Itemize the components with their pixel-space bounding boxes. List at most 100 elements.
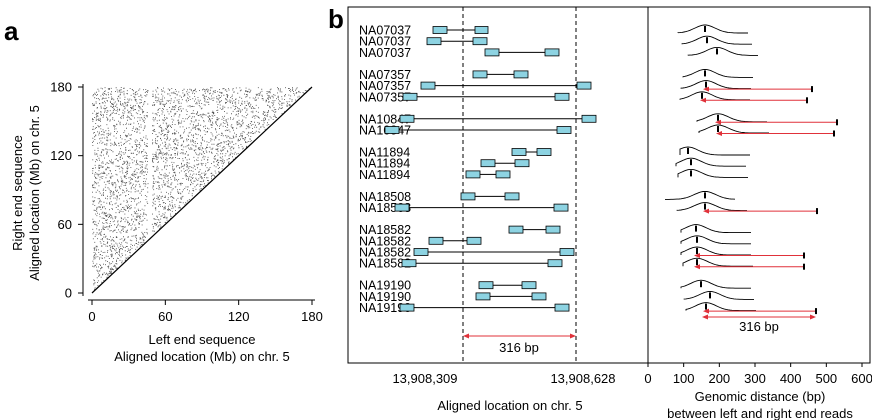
left-read-box [394, 203, 410, 212]
bracket-label-right: 316 bp [739, 319, 779, 334]
sample-row: NA19190 [359, 290, 754, 304]
panel-b-left-xlabel: Aligned location on chr. 5 [437, 398, 582, 413]
sample-label: NA07037 [359, 24, 411, 38]
right-read-box [559, 248, 575, 256]
sample-row: NA19190 [359, 279, 751, 293]
density-curve [680, 80, 751, 90]
sample-row: NA07357 [359, 68, 753, 82]
sample-label: NA19190 [359, 279, 411, 293]
density-curve [682, 68, 753, 78]
sample-label: NA07357 [359, 68, 411, 82]
panel-a-letter: a [4, 16, 19, 46]
density-curve [679, 146, 750, 156]
left-read-box [478, 281, 494, 290]
sample-label: NA19190 [359, 301, 411, 315]
right-read-box [545, 225, 561, 234]
arrow-head [703, 308, 709, 314]
panel-a-dots [92, 87, 310, 290]
sample-row: NA11894 [359, 157, 746, 171]
sample-row: NA07357 [359, 90, 808, 104]
right-read-box [556, 126, 572, 134]
right-x-tick-label: 200 [708, 371, 730, 386]
density-curve [682, 257, 753, 267]
bracket-label-left: 316 bp [499, 340, 539, 355]
density-curve [680, 246, 751, 256]
sample-label: NA07357 [359, 90, 411, 104]
left-read-box [426, 37, 442, 46]
y-tick-label: 0 [65, 286, 72, 301]
sample-row: NA11894 [359, 168, 748, 182]
left-read-box [399, 114, 415, 123]
sample-row: NA18582 [359, 246, 805, 260]
right-read-box [466, 236, 482, 245]
panel-b-letter: b [328, 4, 344, 34]
right-read-box [554, 303, 570, 312]
sample-label: NA07037 [359, 46, 411, 60]
panel-a-ylabel-line1: Right end sequence [10, 135, 25, 251]
sample-label: NA10847 [359, 112, 411, 126]
density-curve [681, 35, 752, 45]
bracket-316bp-right [702, 314, 816, 320]
right-read-box [513, 70, 529, 79]
right-read-box [504, 192, 520, 201]
panel-b-rows: NA07037NA07037NA07037NA07357NA07357NA073… [359, 24, 838, 315]
left-read-box [472, 70, 488, 79]
sample-row: NA18582 [359, 257, 805, 271]
density-curve [680, 224, 751, 234]
sample-label: NA18582 [359, 246, 411, 260]
density-curve [683, 290, 754, 300]
density-curve [680, 279, 751, 289]
density-curve [677, 168, 748, 178]
sample-label: NA07357 [359, 79, 411, 93]
right-read-box [531, 292, 547, 301]
sample-label: NA18508 [359, 190, 411, 204]
left-read-box [413, 248, 429, 256]
arrow-head [700, 97, 706, 103]
density-curve [677, 24, 748, 34]
left-read-box [475, 292, 491, 301]
sample-row: NA11894 [359, 146, 750, 160]
sample-row: NA10847 [359, 112, 838, 126]
panel-b-right-ticks: 0 100 200 300 400 500 600 [644, 363, 872, 386]
y-tick-label: 60 [58, 217, 72, 232]
sample-row: NA18508 [359, 201, 818, 215]
scatter-dots [92, 87, 310, 290]
left-tick-1: 13,908,309 [392, 371, 457, 386]
sample-row: NA07037 [359, 24, 748, 38]
right-x-tick-label: 100 [673, 371, 695, 386]
left-read-box [508, 225, 524, 234]
x-tick-label: 120 [228, 309, 250, 324]
left-read-box [484, 48, 500, 57]
right-x-tick-label: 600 [851, 371, 872, 386]
panel-a-ticks: 0 60 120 180 0 60 120 180 [50, 80, 323, 325]
right-read-box [474, 26, 489, 34]
arrow-head [716, 131, 722, 136]
right-read-box [544, 48, 560, 57]
left-read-box [384, 126, 400, 134]
left-read-box [402, 92, 418, 101]
sample-row: NA07357 [359, 79, 813, 93]
left-read-box [420, 81, 436, 90]
sample-row: NA18582 [359, 234, 751, 248]
right-x-tick-label: 500 [815, 371, 837, 386]
density-curve [679, 91, 750, 101]
right-read-box [514, 159, 530, 168]
left-read-box [511, 148, 527, 156]
density-curve [665, 190, 736, 200]
panel-b-right-frame [647, 6, 871, 364]
panel-b-right-xlabel-line1: Genomic distance (bp) [695, 389, 826, 404]
sample-label: NA07037 [359, 35, 411, 49]
right-read-box [576, 81, 592, 90]
sample-label: NA11894 [359, 168, 410, 182]
right-read-box [495, 170, 511, 179]
right-x-tick-label: 400 [780, 371, 802, 386]
sample-row: NA07037 [359, 35, 752, 49]
sample-label: NA18582 [359, 234, 411, 248]
right-x-tick-label: 300 [744, 371, 766, 386]
right-read-box [472, 37, 488, 46]
left-read-box [401, 259, 417, 268]
panel-a-ylabel-line2: Aligned location (Mb) on chr. 5 [27, 105, 42, 281]
sample-label: NA18582 [359, 223, 411, 237]
arrow-head [703, 208, 709, 214]
density-curve [685, 302, 756, 312]
